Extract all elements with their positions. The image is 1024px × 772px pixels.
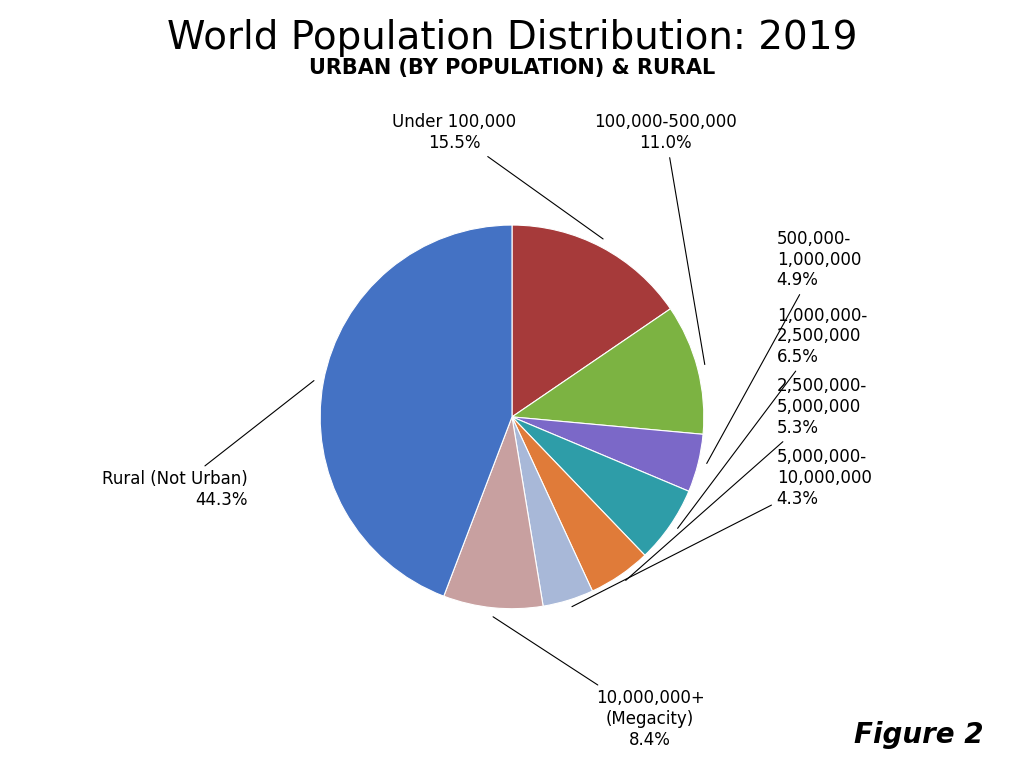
Text: World Population Distribution: 2019: World Population Distribution: 2019 — [167, 19, 857, 57]
Text: 5,000,000-
10,000,000
4.3%: 5,000,000- 10,000,000 4.3% — [572, 449, 871, 607]
Wedge shape — [512, 225, 671, 417]
Text: 100,000-500,000
11.0%: 100,000-500,000 11.0% — [594, 113, 737, 364]
Text: 500,000-
1,000,000
4.9%: 500,000- 1,000,000 4.9% — [707, 230, 861, 463]
Wedge shape — [512, 309, 703, 435]
Text: Figure 2: Figure 2 — [854, 721, 983, 749]
Wedge shape — [512, 417, 593, 606]
Text: Rural (Not Urban)
44.3%: Rural (Not Urban) 44.3% — [101, 381, 314, 510]
Wedge shape — [321, 225, 512, 596]
Text: 10,000,000+
(Megacity)
8.4%: 10,000,000+ (Megacity) 8.4% — [494, 617, 705, 749]
Text: Under 100,000
15.5%: Under 100,000 15.5% — [392, 113, 603, 239]
Wedge shape — [512, 417, 689, 555]
Wedge shape — [512, 417, 645, 591]
Text: 2,500,000-
5,000,000
5.3%: 2,500,000- 5,000,000 5.3% — [626, 378, 867, 581]
Wedge shape — [512, 417, 703, 491]
Text: 1,000,000-
2,500,000
6.5%: 1,000,000- 2,500,000 6.5% — [678, 306, 867, 528]
Wedge shape — [443, 417, 543, 608]
Text: URBAN (BY POPULATION) & RURAL: URBAN (BY POPULATION) & RURAL — [309, 58, 715, 78]
